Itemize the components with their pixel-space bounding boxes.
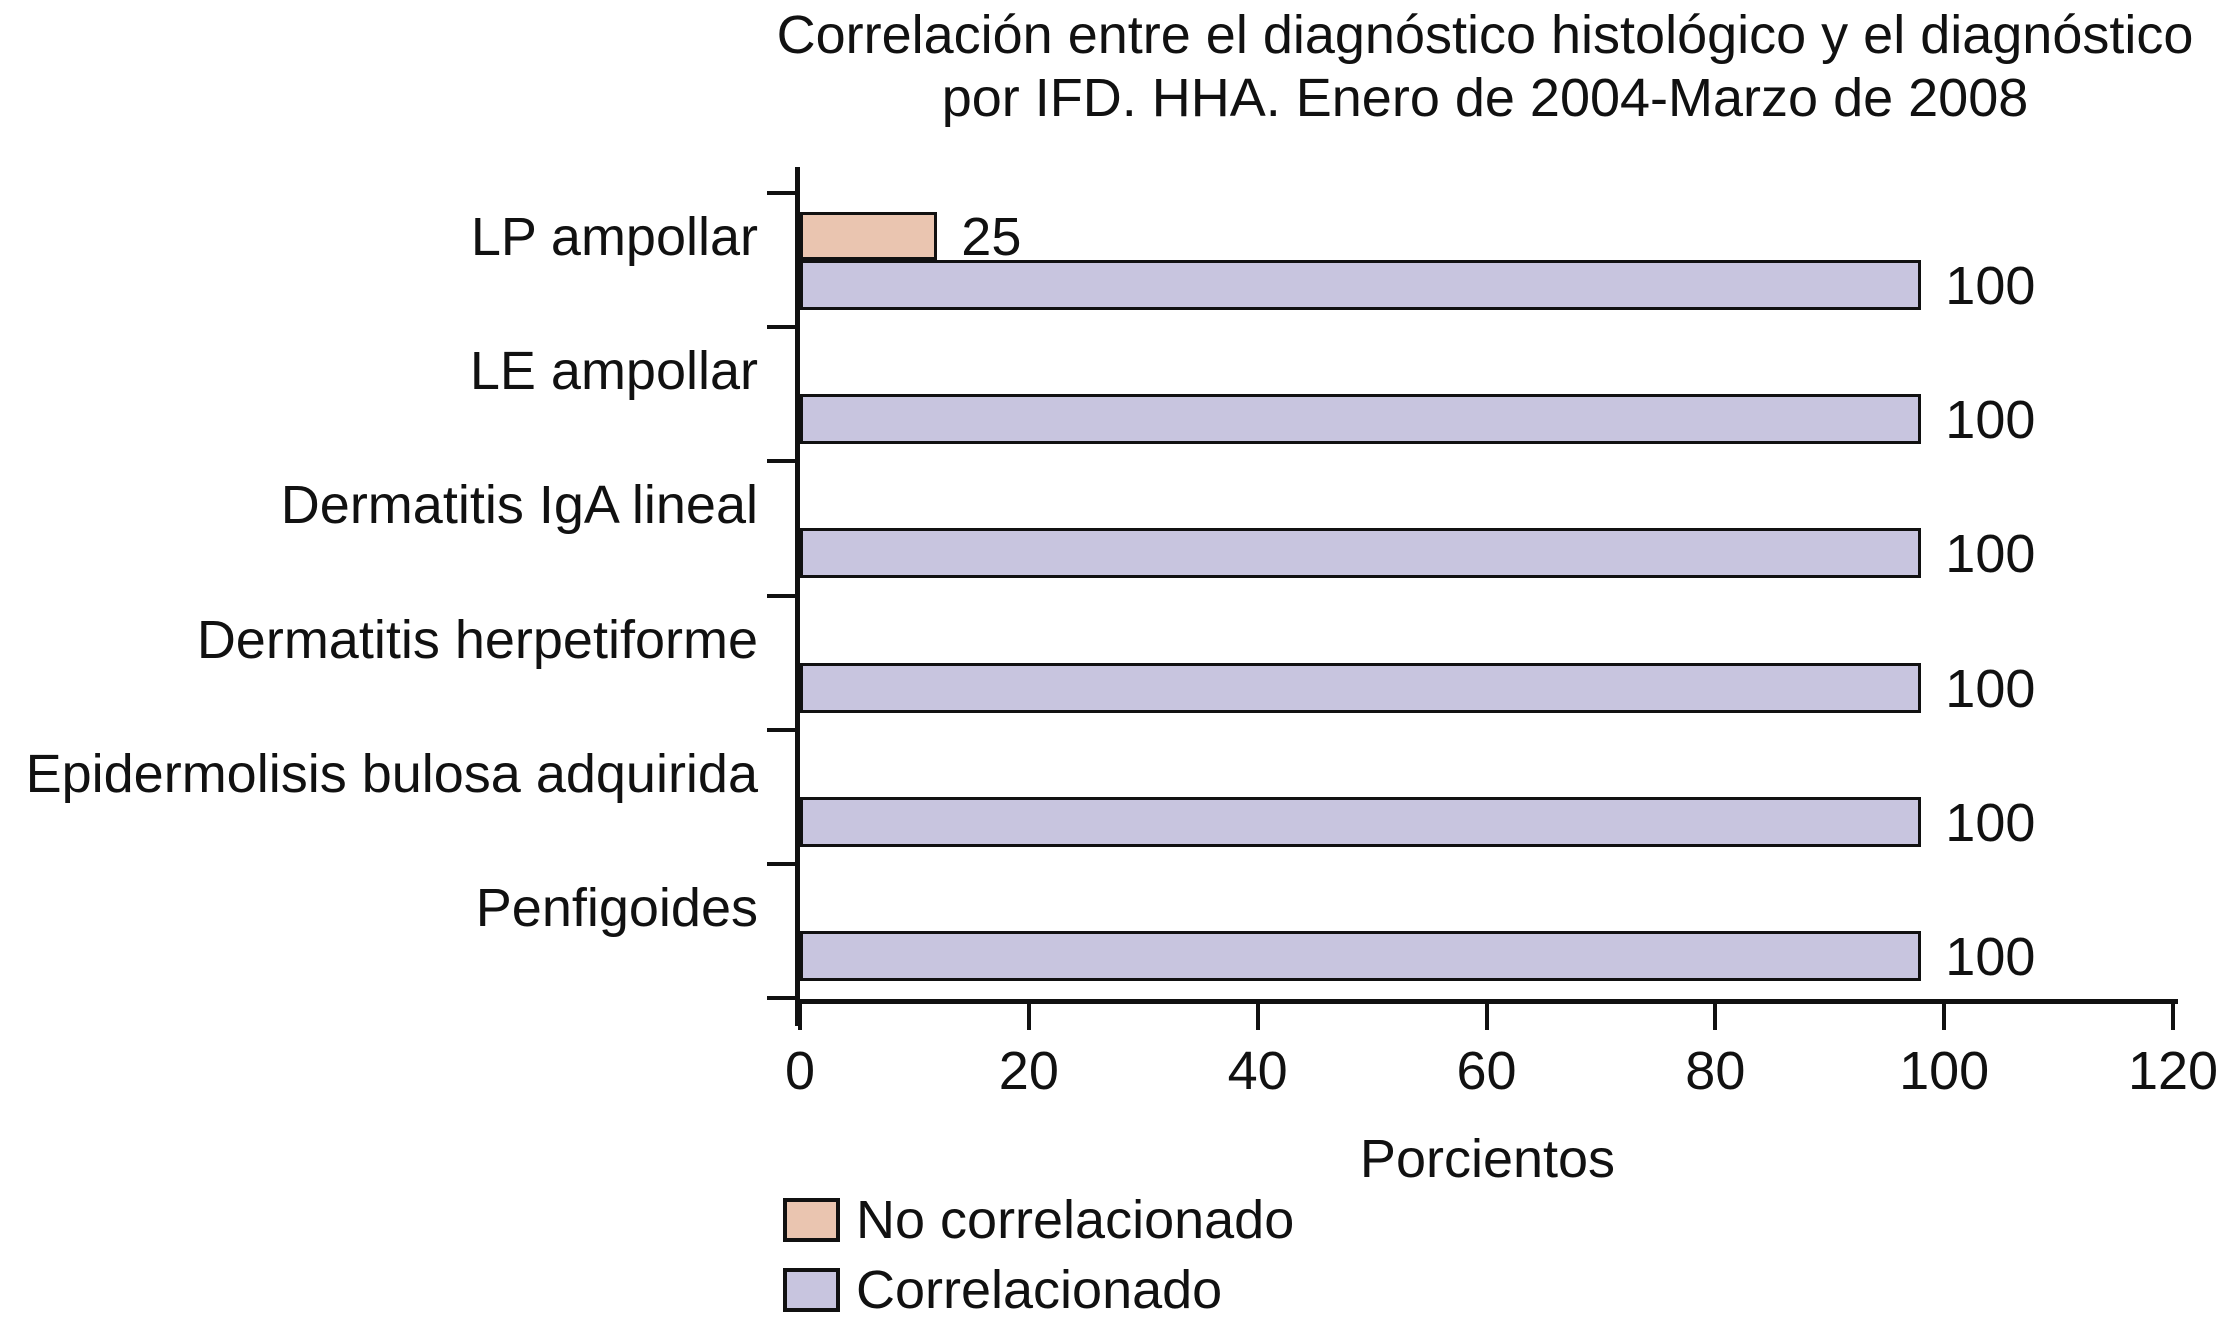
legend-label-correlacionado: Correlacionado xyxy=(856,1260,1223,1320)
y-axis-tick-4 xyxy=(767,727,795,732)
chart-title: Correlación entre el diagnóstico histoló… xyxy=(745,4,2220,129)
x-axis-tick-0 xyxy=(798,1004,802,1030)
category-label-6: Penfigoides xyxy=(475,877,758,938)
value-label-correlacionado-1: 100 xyxy=(1945,256,2036,316)
x-axis-tick-40 xyxy=(1255,1004,1260,1030)
x-axis-tick-120 xyxy=(2171,1004,2175,1030)
category-label-5: Epidermolisis bulosa adquirida xyxy=(25,743,758,804)
legend-item-correlacionado: Correlacionado xyxy=(783,1260,1294,1320)
x-tick-label-60: 60 xyxy=(1456,1041,1517,1101)
bar-correlacionado-6 xyxy=(800,930,1922,981)
x-tick-label-80: 80 xyxy=(1685,1041,1746,1101)
legend-swatch-no-correlacionado xyxy=(783,1198,840,1242)
category-label-1: LP ampollar xyxy=(470,207,758,267)
x-axis-tick-20 xyxy=(1026,1004,1031,1030)
category-label-4: Dermatitis herpetiforme xyxy=(196,609,758,670)
y-axis-tick-5 xyxy=(767,861,795,866)
value-label-no-correlacionado-1: 25 xyxy=(961,207,1022,267)
category-label-3: Dermatitis IgA lineal xyxy=(280,475,758,536)
bar-correlacionado-4 xyxy=(800,662,1922,713)
x-axis-tick-100 xyxy=(1942,1004,1947,1030)
value-label-correlacionado-5: 100 xyxy=(1945,792,2036,853)
bar-no-correlacionado-1 xyxy=(800,212,938,260)
chart-title-line1: Correlación entre el diagnóstico histoló… xyxy=(776,5,2194,65)
bar-correlacionado-3 xyxy=(800,528,1922,579)
value-label-correlacionado-6: 100 xyxy=(1945,926,2036,987)
y-axis-tick-2 xyxy=(767,459,795,464)
y-axis-line xyxy=(795,167,800,1026)
value-label-correlacionado-4: 100 xyxy=(1945,658,2036,719)
legend-swatch-correlacionado xyxy=(783,1268,840,1312)
bar-correlacionado-5 xyxy=(800,796,1922,847)
bar-correlacionado-2 xyxy=(800,394,1922,445)
x-tick-label-20: 20 xyxy=(998,1041,1059,1101)
x-axis-title: Porcientos xyxy=(1359,1129,1616,1189)
value-label-correlacionado-3: 100 xyxy=(1945,524,2036,585)
chart-title-line2: por IFD. HHA. Enero de 2004-Marzo de 200… xyxy=(941,67,2029,128)
x-tick-label-0: 0 xyxy=(784,1041,816,1101)
x-axis-line xyxy=(795,999,2178,1004)
x-tick-label-120: 120 xyxy=(2127,1041,2219,1101)
legend: No correlacionado Correlacionado xyxy=(783,1190,1294,1328)
legend-label-no-correlacionado: No correlacionado xyxy=(856,1190,1295,1250)
bar-correlacionado-1 xyxy=(800,260,1922,310)
x-tick-label-100: 100 xyxy=(1899,1041,1990,1101)
category-label-2: LE ampollar xyxy=(469,341,758,402)
y-axis-tick-6 xyxy=(767,996,795,1001)
legend-item-no-correlacionado: No correlacionado xyxy=(783,1190,1294,1250)
x-tick-label-40: 40 xyxy=(1227,1041,1288,1101)
x-axis-tick-60 xyxy=(1484,1004,1489,1030)
y-axis-tick-0 xyxy=(767,191,795,195)
value-label-correlacionado-2: 100 xyxy=(1945,390,2036,451)
y-axis-tick-1 xyxy=(767,325,795,330)
x-axis-tick-80 xyxy=(1713,1004,1718,1030)
y-axis-tick-3 xyxy=(767,593,795,598)
